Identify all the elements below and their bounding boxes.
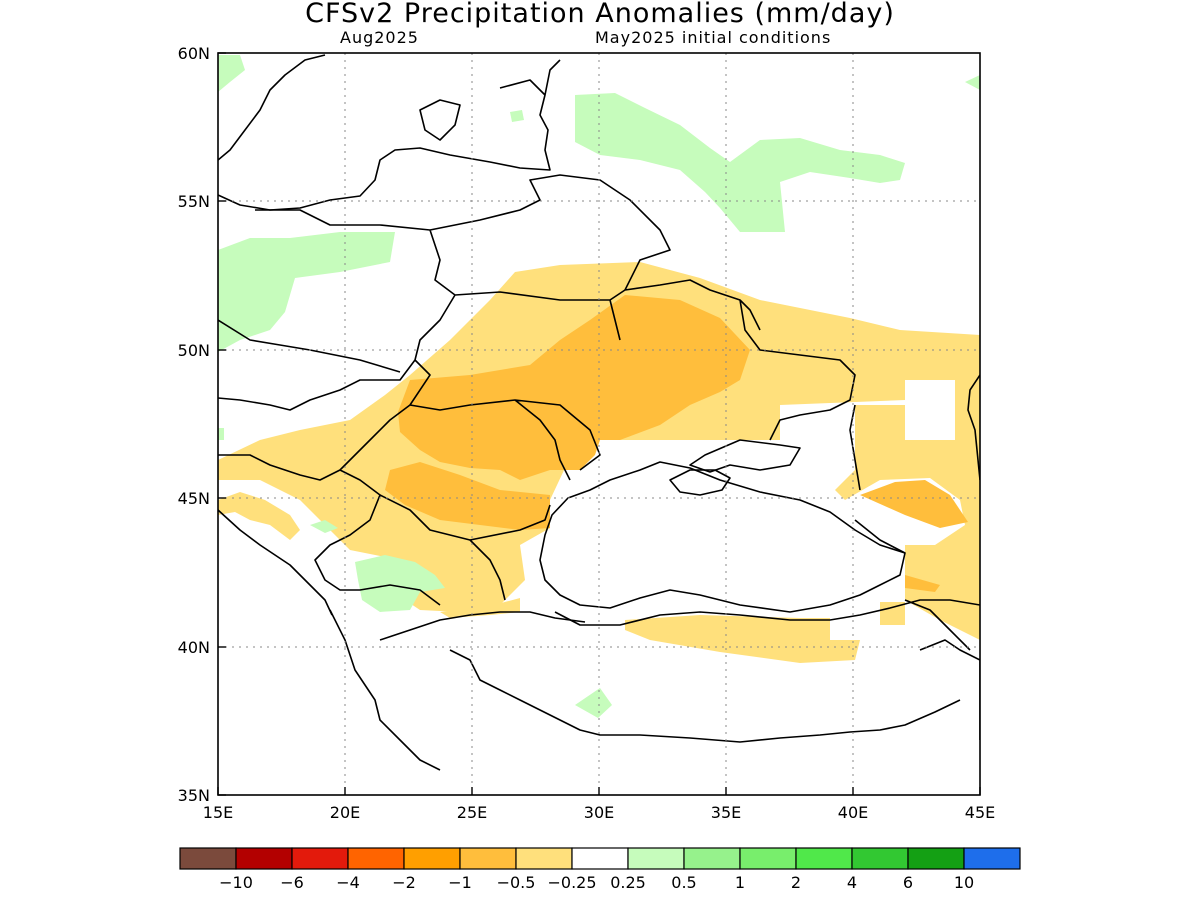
legend-swatch (291, 847, 349, 870)
anomaly-region-light-green (218, 428, 224, 440)
lon-label-40e: 40E (838, 803, 868, 822)
legend-tick-label: −10 (219, 873, 253, 892)
legend-swatch (403, 847, 461, 870)
anomaly-region-orange (860, 480, 968, 528)
lat-label-55n: 55N (178, 192, 210, 211)
anomaly-region-light-green (575, 93, 905, 232)
adriatic-coastline (218, 509, 333, 616)
map-title: CFSv2 Precipitation Anomalies (mm/day) (305, 0, 895, 29)
legend-tick-label: −4 (336, 873, 360, 892)
anomaly-region-light-orange (440, 598, 520, 618)
legend-swatch (963, 847, 1021, 870)
lon-label-15e: 15E (203, 803, 233, 822)
legend-swatch (851, 847, 909, 870)
anomaly-light-orange-layer (218, 262, 980, 663)
legend-labels: −10 −6 −4 −2 −1 −0.5 −0.25 0.25 0.5 1 2 4 6 10 (219, 873, 974, 892)
graticule (218, 53, 980, 795)
anomaly-region-light-green (218, 55, 245, 92)
legend-swatch (515, 847, 573, 870)
legend-tick-label: −0.25 (547, 873, 596, 892)
anomaly-region-light-green (355, 555, 445, 612)
legend-tick-label: 0.5 (671, 873, 696, 892)
legend-swatch (459, 847, 517, 870)
anomaly-region-light-orange (218, 262, 980, 640)
turkey-outline (554, 599, 980, 740)
legend-tick-label: −0.5 (497, 873, 536, 892)
axis-ticks (217, 52, 981, 796)
legend-tick-label: 1 (735, 873, 745, 892)
legend-swatch (347, 847, 405, 870)
legend-swatch (683, 847, 741, 870)
legend-swatch (235, 847, 293, 870)
lon-label-20e: 20E (330, 803, 360, 822)
legend-tick-label: 6 (903, 873, 913, 892)
anomaly-region-orange (385, 462, 550, 530)
legend-swatch (739, 847, 797, 870)
legend-tick-label: 0.25 (610, 873, 646, 892)
initial-conditions-label: May2025 initial conditions (595, 28, 832, 47)
legend-tick-label: −6 (280, 873, 304, 892)
legend-swatch (179, 847, 237, 870)
lat-label-60n: 60N (178, 44, 210, 63)
lat-label-35n: 35N (178, 786, 210, 805)
country-borders (218, 174, 971, 651)
anomaly-region-orange (905, 575, 940, 592)
anomaly-light-green-layer (218, 55, 980, 718)
anomaly-region-light-green (218, 232, 395, 352)
lon-label-30e: 30E (584, 803, 614, 822)
anomaly-orange-layer (385, 295, 968, 592)
anomaly-region-orange (398, 295, 750, 480)
scandinavia-coastline (218, 54, 326, 161)
anomaly-region-light-orange (625, 615, 860, 663)
lat-label-40n: 40N (178, 638, 210, 657)
forecast-month: Aug2025 (340, 28, 419, 47)
lon-label-25e: 25E (457, 803, 487, 822)
anomaly-region-light-green (965, 75, 980, 90)
anomaly-region-light-green (575, 688, 612, 718)
coastlines-and-borders (218, 54, 980, 771)
legend-tick-label: 4 (847, 873, 857, 892)
caspian-coastline (967, 374, 980, 481)
legend-colorbar (179, 847, 1021, 870)
anomaly-region-light-orange (880, 602, 905, 625)
legend-tick-label: 2 (791, 873, 801, 892)
baltic-coastline (218, 59, 561, 211)
anomaly-region-light-orange (218, 492, 300, 540)
crimea-coastline (669, 469, 731, 496)
anomaly-region-light-green (510, 110, 524, 122)
azov-sea-coastline (689, 439, 801, 473)
anomaly-region-light-green (310, 520, 338, 533)
legend-swatch (907, 847, 965, 870)
lat-label-50n: 50N (178, 341, 210, 360)
legend-tick-label: 10 (954, 873, 974, 892)
lon-label-35e: 35E (711, 803, 741, 822)
aegean-coastline (329, 609, 961, 771)
legend-swatch (627, 847, 685, 870)
lat-label-45n: 45N (178, 489, 210, 508)
lon-label-45e: 45E (965, 803, 995, 822)
map-plot-area (218, 54, 980, 771)
legend-swatch (795, 847, 853, 870)
legend-swatch (571, 847, 629, 870)
black-sea-coastline (539, 461, 906, 613)
legend-tick-label: −1 (448, 873, 472, 892)
legend-tick-label: −2 (392, 873, 416, 892)
